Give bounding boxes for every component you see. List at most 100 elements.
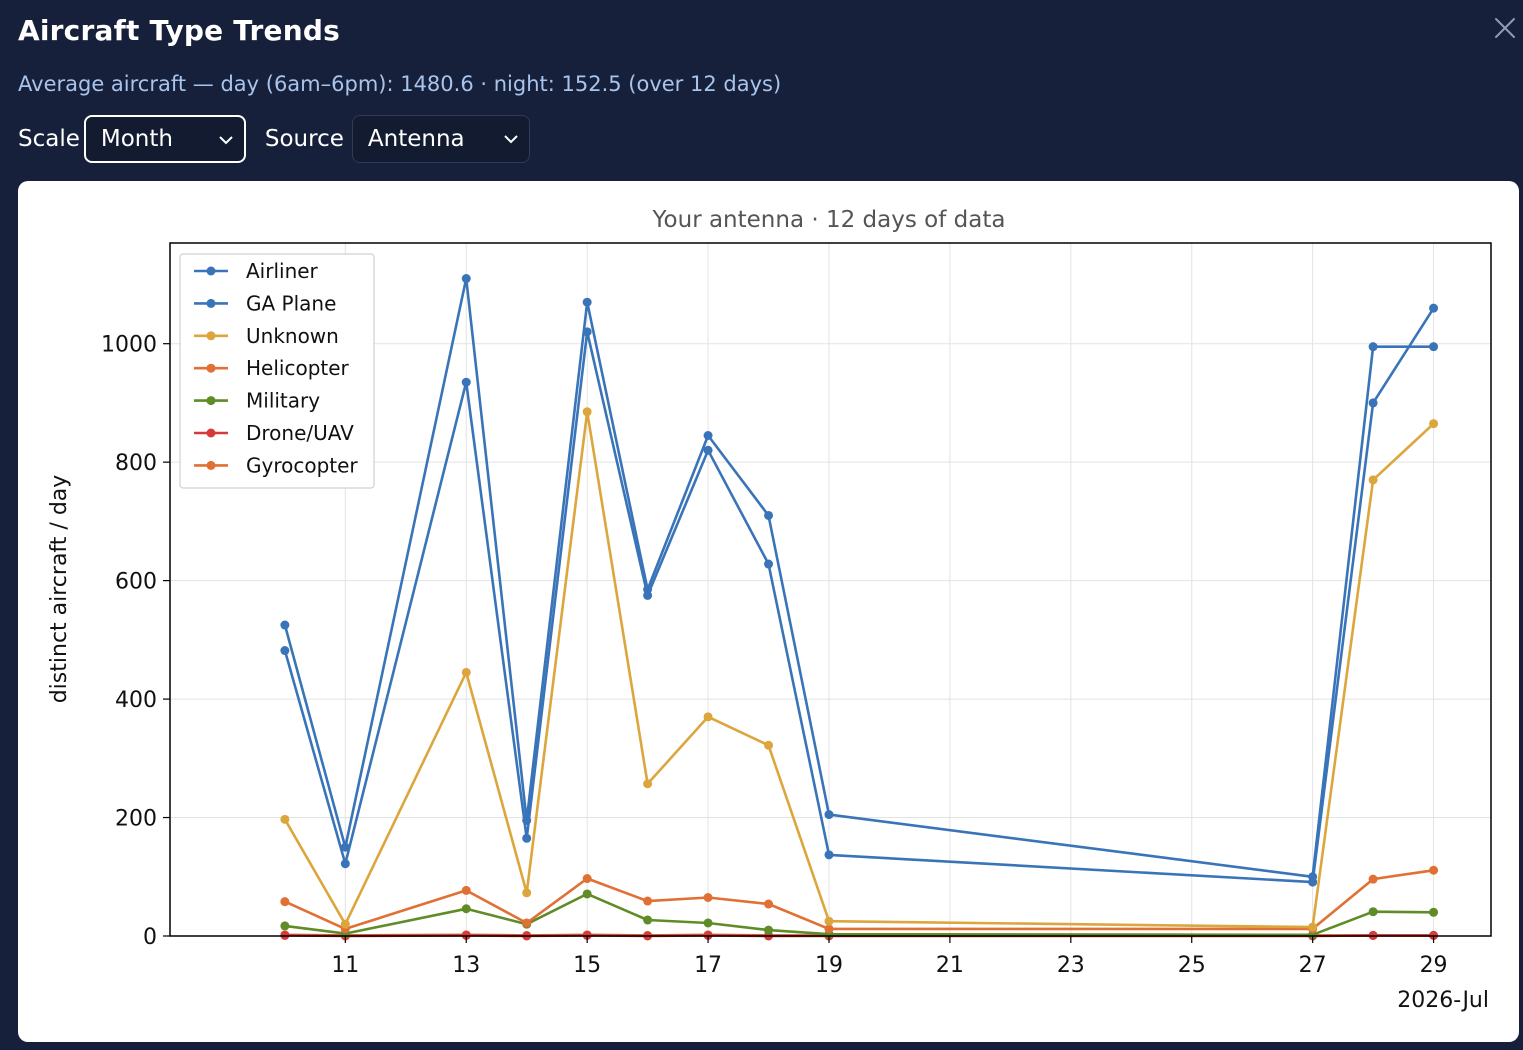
y-tick-label: 0 <box>143 925 157 950</box>
source-select[interactable]: Antenna <box>351 115 530 163</box>
data-point-military <box>582 889 592 899</box>
chart-title: Your antenna · 12 days of data <box>652 207 1006 233</box>
legend-label: Airliner <box>246 259 319 283</box>
source-label: Source <box>264 126 344 152</box>
legend-marker <box>206 331 216 341</box>
legend-label: GA Plane <box>246 291 336 315</box>
data-point-helicopter <box>461 885 471 895</box>
legend-label: Drone/UAV <box>246 421 354 445</box>
data-point-helicopter <box>280 897 290 907</box>
legend-item: Gyrocopter <box>194 453 358 477</box>
data-point-military <box>1368 907 1378 917</box>
chevron-down-icon <box>219 136 233 145</box>
legend-marker <box>206 363 216 373</box>
y-tick-label: 600 <box>115 570 157 595</box>
series-lines <box>280 274 1439 941</box>
legend-item: Drone/UAV <box>194 421 354 445</box>
data-point-unknown <box>461 667 471 677</box>
legend-box <box>179 253 375 489</box>
x-tick-label: 13 <box>452 953 480 978</box>
scale-label: Scale <box>18 126 80 152</box>
legend-label: Military <box>246 389 320 413</box>
legend-marker <box>206 396 216 406</box>
scale-select-value: Month <box>100 126 173 152</box>
data-point-airliner <box>1429 342 1439 352</box>
series-line-helicopter <box>284 869 1434 931</box>
data-point-unknown <box>1368 475 1378 485</box>
trend-chart: Your antenna · 12 days of data 11 13 15 17 1… <box>47 207 1492 1013</box>
data-point-military <box>764 925 774 935</box>
series-helicopter <box>280 865 1439 934</box>
legend-marker <box>206 428 216 438</box>
x-offset-label: 2026-Jul <box>1397 988 1489 1013</box>
data-point-airliner <box>461 274 471 284</box>
data-point-unknown <box>582 407 592 417</box>
data-point-ga-plane <box>461 377 471 387</box>
legend-item: Military <box>194 389 320 413</box>
legend-label: Gyrocopter <box>246 453 358 477</box>
data-point-ga-plane <box>340 859 350 869</box>
legend-item: Unknown <box>194 324 339 348</box>
legend-marker <box>206 266 216 276</box>
data-point-airliner <box>643 585 653 594</box>
x-tick-label: 27 <box>1299 953 1327 978</box>
chevron-down-icon <box>504 135 518 144</box>
x-tick-label: 11 <box>331 953 359 978</box>
data-point-airliner <box>824 810 834 820</box>
chart-card: Your antenna · 12 days of data 11 13 15 17 1… <box>18 181 1519 1042</box>
y-tick-label: 400 <box>115 688 157 713</box>
data-point-airliner <box>340 842 350 852</box>
legend-marker <box>206 460 216 470</box>
scale-select[interactable]: Month <box>83 115 246 163</box>
series-line-unknown <box>283 410 1435 929</box>
data-point-helicopter <box>522 918 532 928</box>
data-point-helicopter <box>1368 874 1378 884</box>
data-point-airliner <box>1308 872 1318 882</box>
data-point-military <box>643 915 653 925</box>
data-point-ga-plane <box>522 833 532 843</box>
series-airliner <box>280 274 1439 882</box>
data-point-military <box>461 904 471 914</box>
x-tick-label: 17 <box>694 953 722 978</box>
legend-item: Helicopter <box>194 356 350 380</box>
y-tick-label: 200 <box>115 807 157 832</box>
legend-label: Unknown <box>246 324 339 348</box>
data-point-helicopter <box>764 899 774 909</box>
data-point-unknown <box>522 888 532 898</box>
axes: 11 13 15 17 19 21 23 25 27 29 0 200 400 600 800 1000 <box>101 333 1448 978</box>
controls-bar: Scale Month Source Antenna <box>18 113 530 165</box>
data-point-helicopter <box>824 924 834 934</box>
legend-label: Helicopter <box>246 356 350 380</box>
data-point-helicopter <box>582 874 592 884</box>
data-point-ga-plane <box>824 850 834 860</box>
data-point-military <box>280 921 290 931</box>
data-point-unknown <box>764 740 774 750</box>
data-point-unknown <box>643 779 653 789</box>
data-point-airliner <box>522 816 532 825</box>
series-line-ga-plane <box>283 307 1435 884</box>
x-tick-label: 25 <box>1178 953 1206 978</box>
series-ga-plane <box>280 303 1439 887</box>
close-icon <box>1495 18 1515 38</box>
average-summary: Average aircraft — day (6am–6pm): 1480.6… <box>18 72 782 96</box>
x-tick-label: 21 <box>936 953 964 978</box>
legend: Airliner GA Plane Unknown Helicopter Militar… <box>179 253 375 489</box>
data-point-airliner <box>703 431 713 440</box>
data-point-ga-plane <box>764 559 774 569</box>
data-point-unknown <box>703 712 713 722</box>
data-point-helicopter <box>643 896 653 906</box>
y-axis-label: distinct aircraft / day <box>47 475 72 704</box>
legend-marker <box>206 298 216 308</box>
legend-item: GA Plane <box>194 291 336 315</box>
data-point-unknown <box>1429 419 1439 429</box>
series-line-military <box>284 892 1434 937</box>
data-point-unknown <box>1308 922 1318 932</box>
series-military <box>280 889 1439 940</box>
y-tick-label: 1000 <box>101 333 157 358</box>
x-tick-label: 29 <box>1420 953 1448 978</box>
data-point-military <box>1429 907 1439 917</box>
data-point-unknown <box>340 919 350 929</box>
y-tick-label: 800 <box>115 451 157 476</box>
close-button[interactable] <box>1491 14 1519 42</box>
data-point-ga-plane <box>703 445 713 455</box>
